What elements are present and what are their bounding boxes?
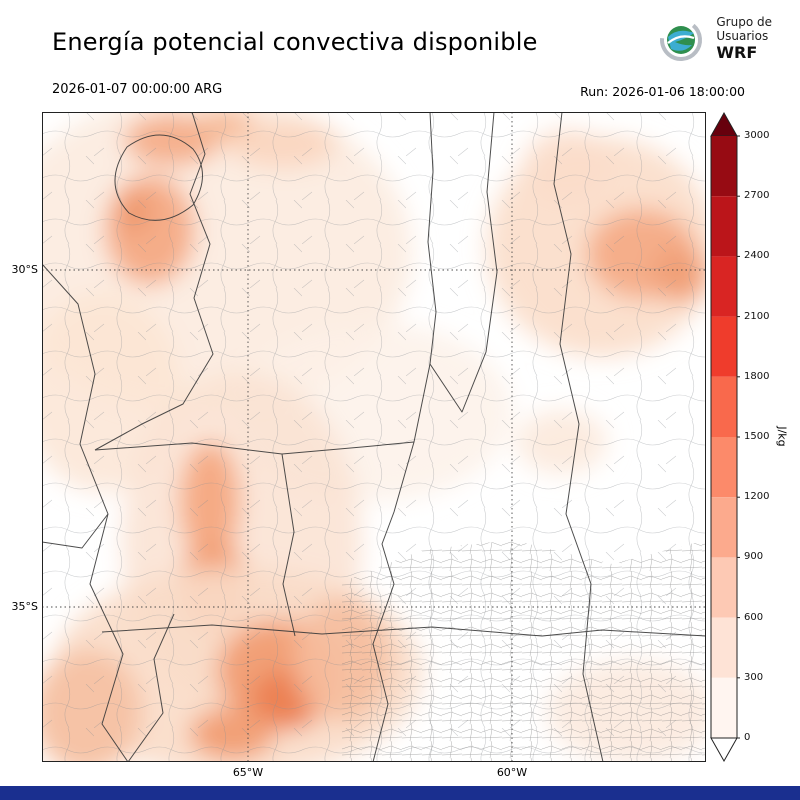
run-time-label: Run: 2026-01-06 18:00:00	[580, 84, 745, 99]
logo-text: Grupo de Usuarios WRF	[716, 15, 772, 62]
wrf-logo: Grupo de Usuarios WRF	[656, 12, 772, 66]
colorbar-tick-labels: 3000 2700 2400 2100 1800 1500 1200 900 600 300 0	[744, 112, 788, 762]
colorbar-tick-label: 2700	[744, 190, 770, 202]
colorbar-tick-label: 2400	[744, 250, 770, 262]
colorbar-tick-label: 3000	[744, 130, 770, 141]
colorbar-tick-label: 900	[744, 551, 764, 563]
colorbar-tick-label: 1500	[744, 431, 770, 442]
dense-partidos-texture	[342, 540, 706, 762]
colorbar-tick-label: 1200	[744, 491, 770, 503]
colorbar-tick-label: 600	[744, 611, 764, 623]
valid-time-label: 2026-01-07 00:00:00 ARG	[52, 82, 223, 97]
page-title: Energía potencial convectiva disponible	[52, 28, 538, 56]
colorbar-tick-label: 2100	[744, 310, 770, 322]
lat-lon-gridlines	[42, 112, 706, 762]
footer-bar	[0, 786, 800, 800]
logo-org-line1: Grupo de	[716, 15, 772, 29]
cape-map	[42, 112, 706, 762]
colorbar-tick-label: 0	[744, 732, 751, 743]
colorbar-tick-label: 1800	[744, 370, 770, 382]
globe-icon	[660, 19, 703, 61]
province-boundaries	[42, 112, 706, 762]
colorbar	[710, 112, 740, 762]
lon-tick-65w: 65°W	[232, 766, 264, 779]
lat-tick-35s: 35°S	[11, 600, 38, 613]
map-frame	[42, 112, 706, 762]
lat-tick-30s: 30°S	[11, 263, 38, 276]
colorbar-tick-label: 300	[744, 671, 764, 683]
lon-tick-60w: 60°W	[496, 766, 528, 779]
colorbar-unit-label: J/kg	[775, 426, 789, 447]
logo-org-line3: WRF	[716, 42, 758, 62]
logo-org-line2: Usuarios	[716, 28, 769, 43]
